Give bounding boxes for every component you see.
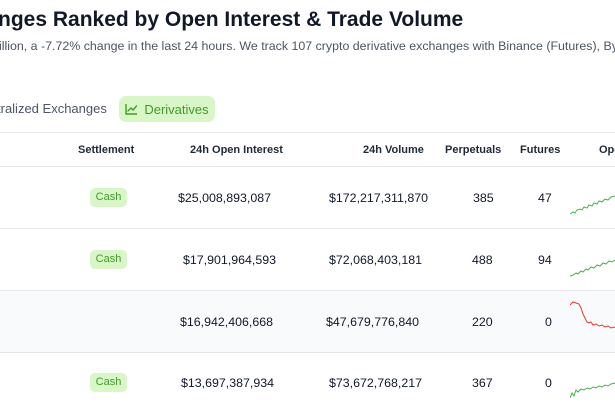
- exchange-type-tabs: tralized Exchanges Derivatives: [0, 96, 615, 122]
- volume-value: $172,217,311,870: [329, 191, 428, 205]
- futures-count: 47: [538, 191, 552, 205]
- futures-count: 94: [538, 253, 552, 267]
- table-row[interactable]: Cash $25,008,893,087 $172,217,311,870 38…: [0, 167, 615, 228]
- open-interest-value: $25,008,893,087: [178, 191, 272, 205]
- column-header-settlement[interactable]: Settlement: [78, 144, 135, 156]
- row-divider: [0, 290, 615, 291]
- column-header-open-interest[interactable]: 24h Open Interest: [190, 144, 283, 156]
- perpetuals-count: 367: [472, 376, 493, 390]
- row-divider: [0, 352, 615, 353]
- page-subtitle: illion, a -7.72% change in the last 24 h…: [0, 39, 615, 53]
- open-interest-sparkline: [570, 301, 615, 329]
- row-divider: [0, 228, 615, 229]
- line-chart-icon: [125, 104, 138, 115]
- column-header-volume[interactable]: 24h Volume: [363, 144, 424, 156]
- tab-centralized-exchanges[interactable]: tralized Exchanges: [0, 101, 107, 116]
- settlement-badge: Cash: [90, 188, 127, 207]
- table-row[interactable]: $16,942,406,668 $47,679,776,840 220 0: [0, 291, 615, 352]
- settlement-badge: Cash: [90, 250, 127, 269]
- column-header-futures[interactable]: Futures: [520, 144, 561, 156]
- open-interest-sparkline: [570, 195, 615, 215]
- open-interest-value: $13,697,387,934: [181, 376, 275, 390]
- column-header-open-interest-chart: Ope: [599, 144, 615, 156]
- volume-value: $73,672,768,217: [329, 376, 423, 390]
- column-header-perpetuals[interactable]: Perpetuals: [445, 144, 502, 156]
- perpetuals-count: 488: [472, 253, 493, 267]
- volume-value: $47,679,776,840: [326, 315, 420, 329]
- settlement-badge: Cash: [90, 373, 127, 392]
- futures-count: 0: [545, 376, 552, 390]
- volume-value: $72,068,403,181: [329, 253, 423, 267]
- page-title: nges Ranked by Open Interest & Trade Vol…: [0, 8, 464, 31]
- table-row[interactable]: Cash $17,901,964,593 $72,068,403,181 488…: [0, 229, 615, 290]
- open-interest-value: $17,901,964,593: [183, 253, 277, 267]
- table-row[interactable]: Cash $13,697,387,934 $73,672,768,217 367…: [0, 353, 615, 414]
- tab-derivatives[interactable]: Derivatives: [119, 96, 215, 122]
- perpetuals-count: 220: [472, 315, 493, 329]
- tab-derivatives-label: Derivatives: [144, 101, 209, 117]
- open-interest-value: $16,942,406,668: [180, 315, 274, 329]
- table-top-divider: [0, 132, 615, 133]
- open-interest-sparkline: [570, 259, 615, 277]
- table-header-divider: [0, 166, 615, 167]
- perpetuals-count: 385: [473, 191, 494, 205]
- open-interest-sparkline: [570, 382, 615, 399]
- futures-count: 0: [545, 315, 552, 329]
